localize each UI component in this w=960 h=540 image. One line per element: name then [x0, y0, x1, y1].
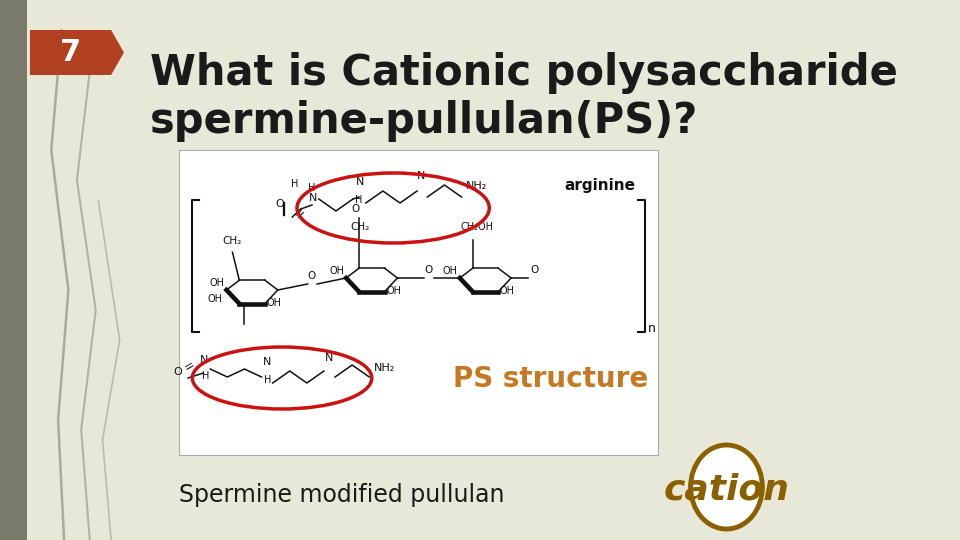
- Text: H: H: [264, 375, 272, 385]
- Text: OH: OH: [386, 286, 401, 295]
- Text: OH: OH: [207, 294, 223, 304]
- Bar: [180, 150, 659, 455]
- Text: CH₂: CH₂: [350, 222, 370, 232]
- Text: 7: 7: [60, 38, 81, 67]
- Text: O: O: [424, 265, 433, 275]
- Text: N: N: [262, 357, 271, 367]
- Bar: [0, 0, 27, 540]
- Text: OH: OH: [267, 298, 281, 308]
- Text: N: N: [308, 193, 317, 203]
- Text: Spermine modified pullulan: Spermine modified pullulan: [180, 483, 505, 507]
- Text: O: O: [351, 204, 360, 214]
- Text: H: H: [308, 183, 316, 193]
- Text: CH₂: CH₂: [222, 237, 242, 246]
- Text: OH: OH: [209, 278, 225, 288]
- Text: cation: cation: [663, 472, 789, 506]
- Text: arginine: arginine: [564, 178, 636, 193]
- Text: PS structure: PS structure: [453, 365, 648, 393]
- Text: N: N: [200, 355, 208, 365]
- Text: O: O: [276, 199, 284, 209]
- Text: NH₂: NH₂: [466, 181, 487, 191]
- Text: O: O: [174, 367, 182, 377]
- Text: n: n: [648, 322, 656, 335]
- Text: H: H: [291, 179, 298, 189]
- Text: What is Cationic polysaccharide: What is Cationic polysaccharide: [150, 52, 898, 94]
- Text: H: H: [202, 371, 209, 381]
- Text: O: O: [308, 271, 316, 281]
- Text: =: =: [292, 205, 309, 222]
- Text: O: O: [530, 265, 539, 275]
- Text: H: H: [355, 195, 363, 205]
- Text: N: N: [417, 171, 425, 181]
- Text: CH₂OH: CH₂OH: [461, 222, 493, 232]
- Text: OH: OH: [443, 266, 458, 276]
- Text: N: N: [324, 353, 333, 363]
- Text: =: =: [181, 357, 197, 374]
- Polygon shape: [30, 30, 124, 75]
- Text: NH₂: NH₂: [373, 363, 395, 373]
- Text: N: N: [355, 177, 364, 187]
- Text: OH: OH: [500, 286, 515, 295]
- Text: OH: OH: [329, 266, 344, 276]
- Text: spermine-pullulan(PS)?: spermine-pullulan(PS)?: [150, 100, 698, 142]
- Circle shape: [690, 445, 762, 529]
